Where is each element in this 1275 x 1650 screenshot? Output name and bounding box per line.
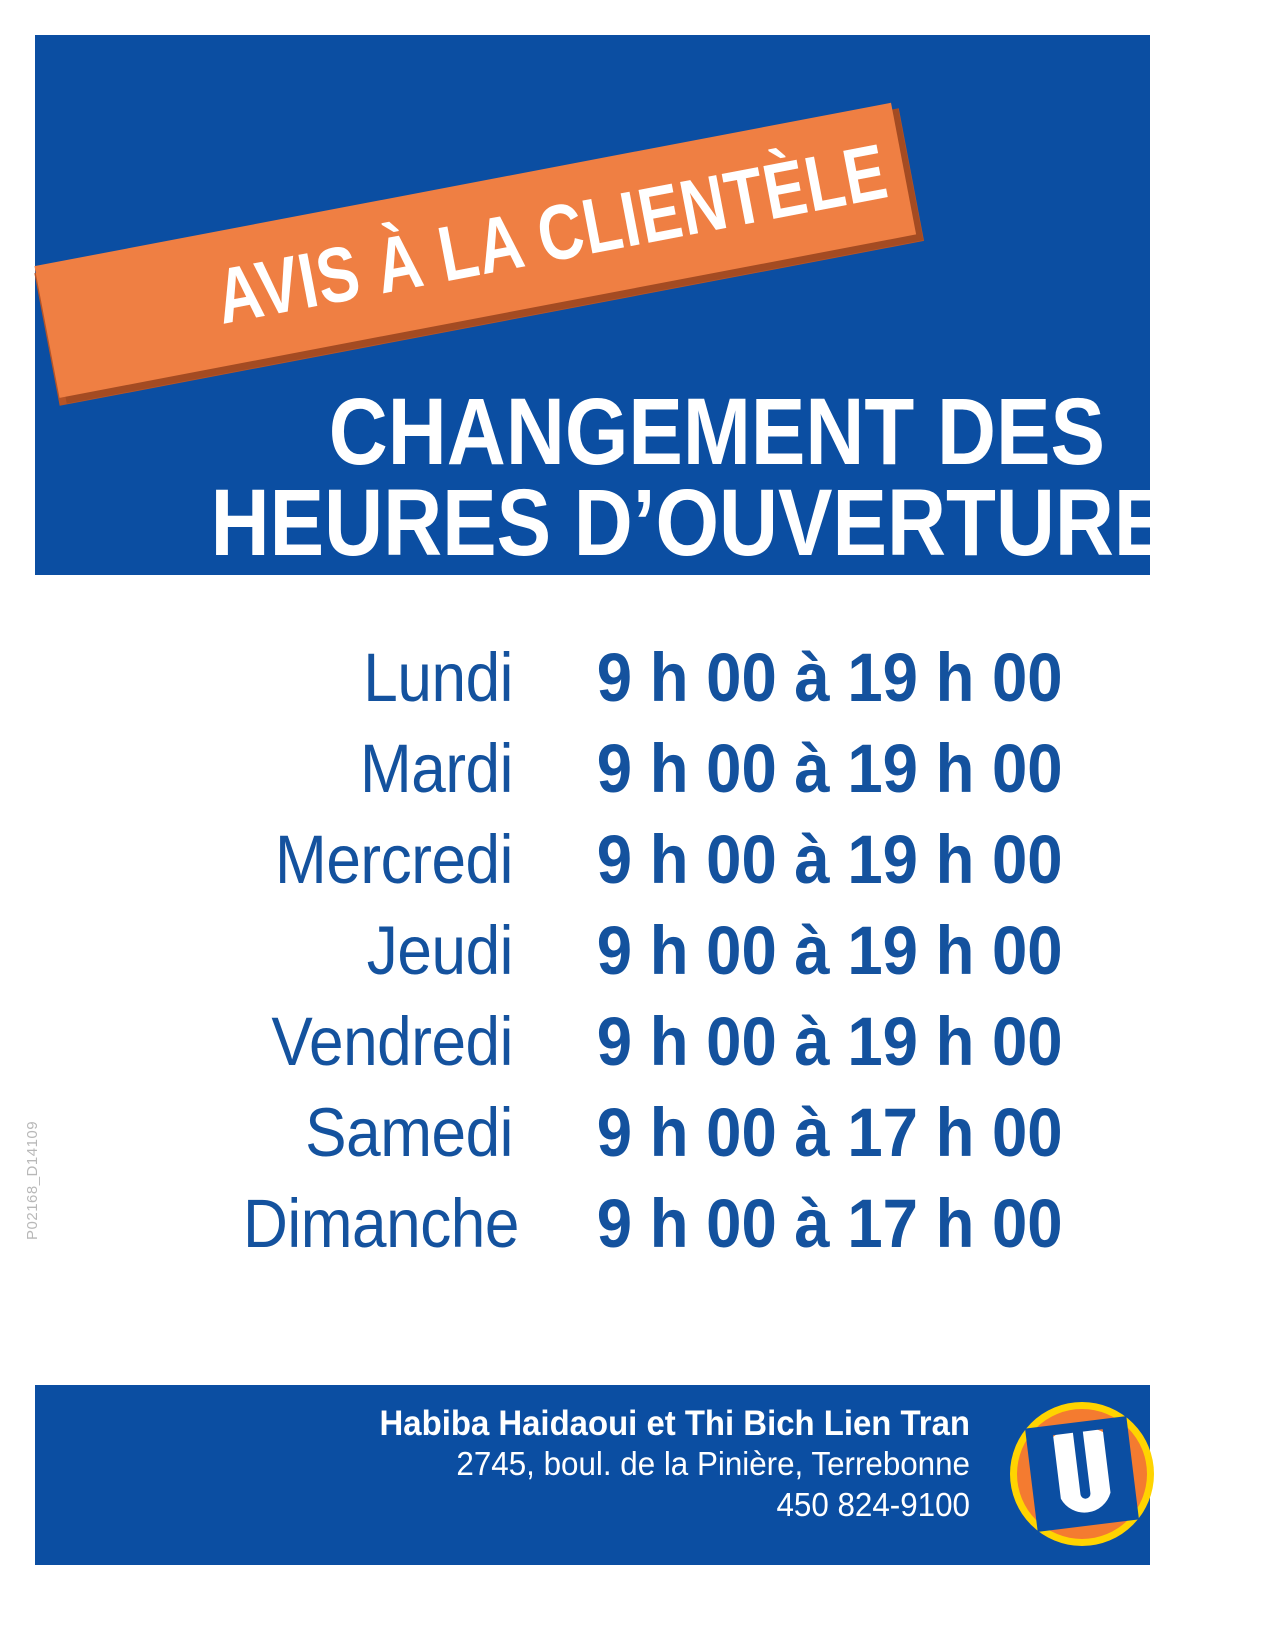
table-row: Vendredi 9 h 00 à 19 h 00 xyxy=(0,1002,1275,1093)
table-row: Mardi 9 h 00 à 19 h 00 xyxy=(0,729,1275,820)
hours-value: 9 h 00 à 19 h 00 xyxy=(596,912,1063,989)
pharmacist-names: Habiba Haidaoui et Thi Bich Lien Tran xyxy=(379,1404,970,1443)
ribbon-band: AVIS À LA CLIENTÈLE xyxy=(34,102,917,398)
pharmacy-phone: 450 824-9100 xyxy=(776,1485,970,1523)
hours-value: 9 h 00 à 17 h 00 xyxy=(596,1185,1063,1262)
hours-value: 9 h 00 à 19 h 00 xyxy=(596,639,1063,716)
table-row: Lundi 9 h 00 à 19 h 00 xyxy=(0,638,1275,729)
table-row: Mercredi 9 h 00 à 19 h 00 xyxy=(0,820,1275,911)
day-label: Lundi xyxy=(362,639,513,716)
ribbon-label: AVIS À LA CLIENTÈLE xyxy=(208,126,895,341)
hours-value: 9 h 00 à 19 h 00 xyxy=(596,1003,1063,1080)
day-label: Dimanche xyxy=(242,1185,519,1262)
table-row: Samedi 9 h 00 à 17 h 00 xyxy=(0,1093,1275,1184)
header-blue-panel: AVIS À LA CLIENTÈLE CHANGEMENT DES HEURE… xyxy=(34,35,1169,577)
table-row: Dimanche 9 h 00 à 17 h 00 xyxy=(0,1184,1275,1275)
page-title-line-1: CHANGEMENT DES xyxy=(328,379,1105,485)
opening-hours-table: Lundi 9 h 00 à 19 h 00 Mardi 9 h 00 à 19… xyxy=(0,638,1275,1275)
day-label: Samedi xyxy=(304,1094,513,1171)
hours-value: 9 h 00 à 19 h 00 xyxy=(596,730,1063,807)
day-label: Jeudi xyxy=(366,912,513,989)
notice-ribbon: AVIS À LA CLIENTÈLE xyxy=(34,102,935,420)
document-reference-code: P02168_D14109 xyxy=(24,1120,41,1240)
hours-value: 9 h 00 à 19 h 00 xyxy=(596,821,1063,898)
page-title-line-2: HEURES D’OUVERTURE xyxy=(210,470,1169,577)
page-title: CHANGEMENT DES HEURES D’OUVERTURE xyxy=(65,379,1169,577)
day-label: Mercredi xyxy=(274,821,513,898)
day-label: Vendredi xyxy=(270,1003,513,1080)
logo-blue-square xyxy=(1025,1416,1139,1532)
ribbon-fold-shadow xyxy=(34,108,925,406)
uniprix-logo xyxy=(1006,1398,1158,1550)
footer-blue-panel: Habiba Haidaoui et Thi Bich Lien Tran 27… xyxy=(35,1385,1154,1565)
hours-value: 9 h 00 à 17 h 00 xyxy=(596,1094,1063,1171)
pharmacy-address: 2745, boul. de la Pinière, Terrebonne xyxy=(456,1445,970,1483)
table-row: Jeudi 9 h 00 à 19 h 00 xyxy=(0,911,1275,1002)
day-label: Mardi xyxy=(359,730,513,807)
pharmacy-contact-block: Habiba Haidaoui et Thi Bich Lien Tran 27… xyxy=(250,1403,970,1525)
